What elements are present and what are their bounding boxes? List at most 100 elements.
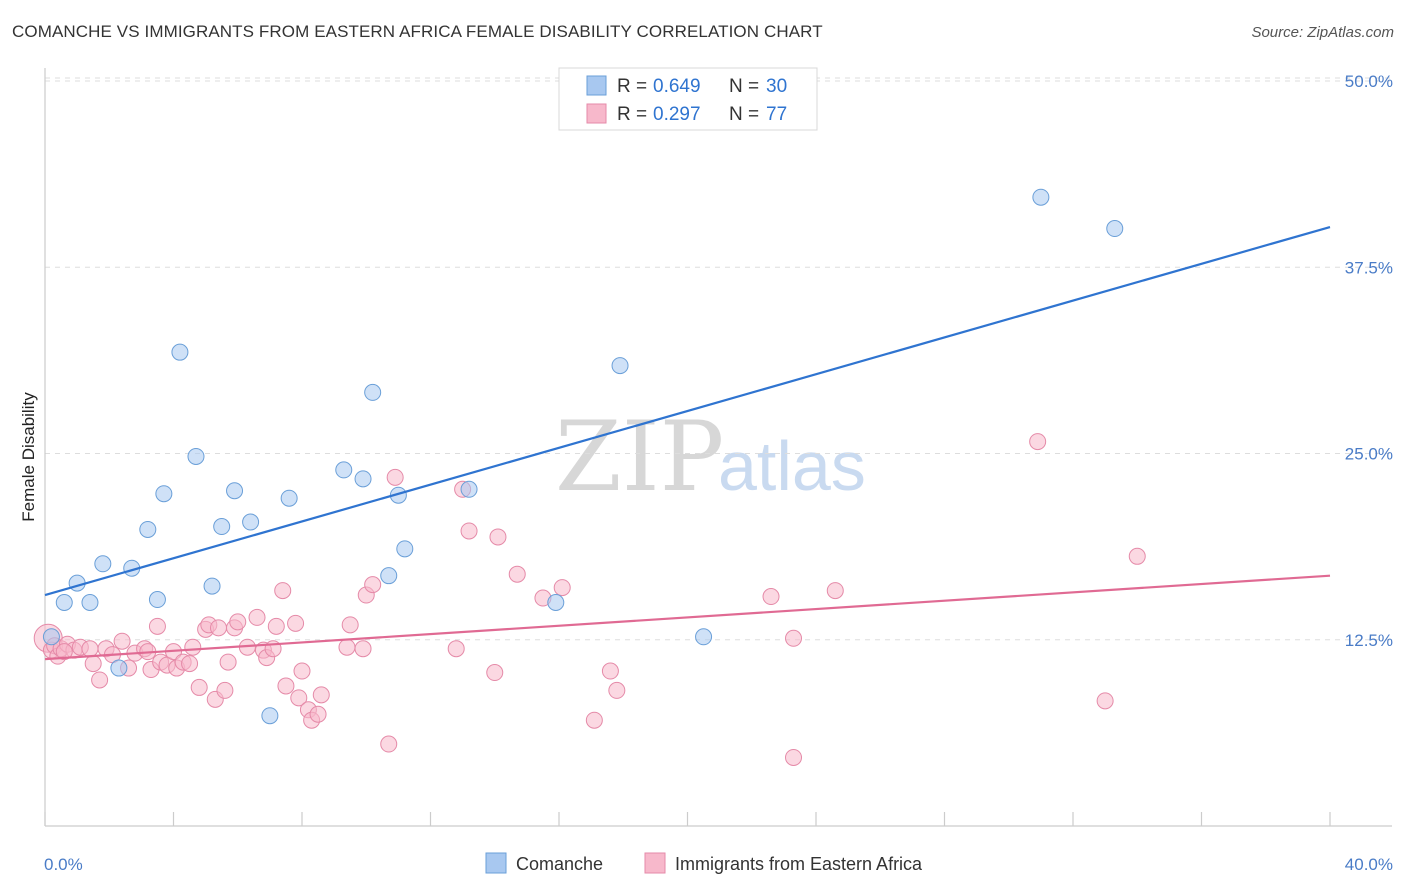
immigrants-point: [287, 614, 305, 632]
immigrants-point: [585, 711, 603, 729]
immigrants-point: [386, 468, 404, 486]
immigrants-point: [785, 629, 803, 647]
immigrants-point: [1029, 433, 1047, 451]
comanche-point: [354, 470, 372, 488]
y-tick-label: 12.5%: [1345, 631, 1393, 650]
immigrants-point: [460, 522, 478, 540]
comanche-point: [81, 594, 99, 611]
watermark-atlas: atlas: [718, 427, 866, 505]
comanche-point: [226, 482, 244, 500]
comanche-point: [1106, 220, 1124, 238]
immigrants-point: [267, 617, 285, 635]
immigrants-point: [84, 655, 102, 673]
immigrants-point: [91, 671, 109, 689]
immigrants-point: [290, 689, 308, 707]
comanche-point: [242, 513, 260, 531]
immigrants-point: [81, 640, 99, 658]
immigrants-point: [826, 582, 844, 600]
immigrants-point: [341, 616, 359, 634]
immigrants-point: [508, 565, 526, 583]
legend-box: R = 0.649 N = 30 R = 0.297 N = 77: [558, 67, 818, 131]
immigrants-point: [762, 588, 780, 606]
comanche-point: [155, 485, 173, 503]
immigrants-point: [553, 579, 571, 597]
immigrants-point: [293, 662, 311, 680]
comanche-point: [335, 461, 353, 479]
immigrants-point: [785, 748, 803, 766]
comanche-point: [547, 594, 565, 611]
immigrants-point: [248, 608, 266, 626]
immigrants-trend-line: [44, 574, 1331, 661]
immigrants-point: [55, 643, 73, 661]
comanche-point: [203, 577, 221, 595]
immigrants-point: [113, 632, 131, 650]
immigrants-point: [601, 662, 619, 680]
immigrants-point: [219, 653, 237, 671]
immigrants-point: [380, 735, 398, 753]
immigrants-point: [1096, 692, 1114, 710]
chart-title: COMANCHE VS IMMIGRANTS FROM EASTERN AFRI…: [12, 22, 823, 41]
comanche-point: [187, 447, 205, 465]
comanche-point: [611, 357, 629, 375]
legend-swatch-comanche: [586, 75, 607, 96]
immigrants-point: [184, 638, 202, 656]
comanche-point: [42, 628, 60, 646]
comanche-trend-line: [44, 225, 1331, 597]
legend-r-label: R =: [617, 76, 647, 97]
legend-n-label: N =: [729, 76, 759, 97]
data-points: [33, 188, 1146, 766]
grid-lines: [45, 77, 1392, 641]
legend-swatch-immigrants: [586, 103, 607, 124]
y-axis-title: Female Disability: [19, 392, 38, 522]
immigrants-point: [354, 640, 372, 658]
comanche-point: [1032, 188, 1050, 206]
y-tick-label: 37.5%: [1345, 258, 1393, 277]
immigrants-point: [274, 582, 292, 600]
comanche-point: [110, 659, 128, 677]
bottom-legend-swatch-immigrants: [644, 852, 666, 874]
bottom-legend-swatch-comanche: [485, 852, 507, 874]
comanche-point: [695, 628, 713, 646]
comanche-point: [380, 567, 398, 585]
y-tick-labels: 12.5% 25.0% 37.5% 50.0%: [1345, 72, 1393, 650]
comanche-point: [94, 555, 112, 573]
comanche-point: [364, 383, 382, 401]
legend-n-label: N =: [729, 104, 759, 125]
comanche-point: [396, 540, 414, 558]
immigrants-point: [209, 619, 227, 637]
immigrants-point: [447, 640, 465, 658]
immigrants-point: [364, 576, 382, 594]
comanche-point: [213, 518, 231, 536]
y-tick-label: 25.0%: [1345, 445, 1393, 464]
source-label: Source: ZipAtlas.com: [1251, 24, 1394, 41]
legend-n-value-immigrants: 77: [766, 104, 787, 125]
immigrants-point: [277, 677, 295, 695]
immigrants-point: [181, 655, 199, 673]
x-tick-label-min: 0.0%: [44, 855, 83, 874]
legend-r-value-immigrants: 0.297: [653, 104, 701, 125]
immigrants-point: [216, 681, 234, 699]
immigrants-point: [1128, 547, 1146, 565]
comanche-point: [139, 520, 157, 538]
legend-r-value-comanche: 0.649: [653, 76, 701, 97]
comanche-point: [460, 480, 478, 498]
immigrants-point: [338, 638, 356, 656]
x-tick-label-max: 40.0%: [1345, 855, 1393, 874]
comanche-point: [148, 591, 166, 609]
comanche-point: [55, 594, 73, 611]
comanche-point: [280, 489, 298, 507]
immigrants-point: [229, 613, 247, 631]
immigrants-point: [309, 705, 327, 723]
immigrants-point: [489, 528, 507, 546]
comanche-point: [171, 343, 189, 361]
immigrants-point: [148, 617, 166, 635]
watermark-zip: ZIP: [555, 401, 724, 513]
comanche-point: [261, 707, 279, 725]
immigrants-point: [190, 678, 208, 696]
immigrants-point: [608, 681, 626, 699]
immigrants-point: [312, 686, 330, 704]
trend-lines: [44, 225, 1331, 661]
y-tick-label: 50.0%: [1345, 72, 1393, 91]
legend-n-value-comanche: 30: [766, 76, 787, 97]
